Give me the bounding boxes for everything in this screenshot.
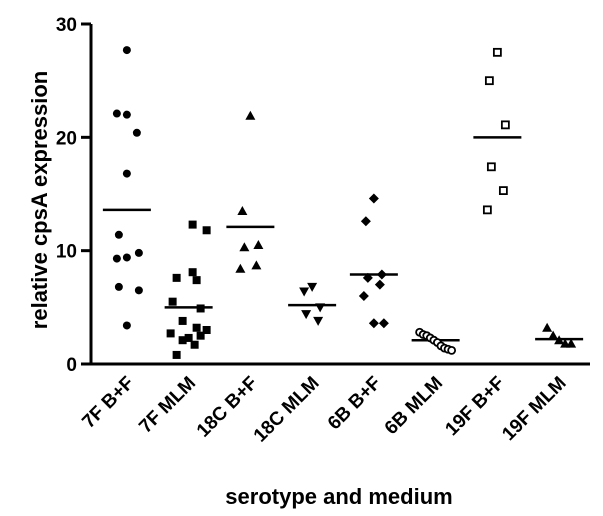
data-point <box>307 282 318 292</box>
category-label: 6B MLM <box>381 373 447 439</box>
data-point <box>114 282 123 291</box>
data-point <box>447 345 457 355</box>
data-point <box>184 333 193 342</box>
data-point <box>172 273 181 282</box>
data-point <box>114 230 123 239</box>
data-point <box>376 269 387 280</box>
x-axis-title: serotype and medium <box>225 484 452 509</box>
data-point <box>192 323 201 332</box>
data-point <box>360 216 371 227</box>
data-point <box>134 286 143 295</box>
data-point <box>554 335 565 345</box>
data-point <box>368 318 379 329</box>
data-point <box>362 272 373 283</box>
data-point <box>548 330 559 340</box>
data-point <box>122 169 131 178</box>
data-points <box>112 46 577 359</box>
data-point <box>112 109 121 118</box>
data-point <box>368 193 379 204</box>
data-point <box>132 128 141 137</box>
data-point <box>566 338 577 348</box>
data-point <box>239 242 250 252</box>
data-point <box>235 263 246 273</box>
data-point <box>192 276 201 285</box>
y-tick-label: 30 <box>56 15 77 36</box>
data-point <box>202 226 211 235</box>
data-point <box>299 287 310 297</box>
data-point <box>374 279 385 290</box>
data-point <box>378 318 389 329</box>
y-tick-label: 10 <box>56 242 77 263</box>
data-point <box>178 316 187 325</box>
data-point <box>112 254 121 263</box>
data-point <box>313 316 324 326</box>
data-point <box>190 340 199 349</box>
data-point <box>301 310 312 320</box>
data-point <box>196 331 205 340</box>
data-point <box>122 253 131 262</box>
y-tick-label: 0 <box>66 355 77 376</box>
data-point <box>166 329 175 338</box>
data-point <box>482 205 492 215</box>
category-label: 6B B+F <box>324 373 386 435</box>
category-label: 7F MLM <box>135 373 200 438</box>
data-point <box>484 76 494 86</box>
data-point <box>500 120 510 130</box>
data-point <box>245 110 256 120</box>
y-ticks: 0 10 20 30 <box>56 15 91 376</box>
data-point <box>498 186 508 196</box>
category-label: 19F MLM <box>498 373 570 445</box>
data-point <box>178 336 187 345</box>
data-point <box>542 322 553 332</box>
data-point <box>202 326 211 334</box>
category-label: 18C MLM <box>250 373 324 447</box>
data-point <box>122 110 131 119</box>
data-point <box>486 162 496 172</box>
data-point <box>358 291 369 301</box>
y-axis-title: relative cpsA expression <box>27 71 52 329</box>
data-point <box>172 350 181 359</box>
data-point <box>253 240 264 249</box>
category-label: 7F B+F <box>78 373 138 433</box>
data-point <box>251 260 262 270</box>
data-point <box>122 321 131 330</box>
y-tick-label: 20 <box>56 128 77 149</box>
axes <box>89 24 590 366</box>
data-point <box>237 206 248 215</box>
data-point <box>492 47 502 57</box>
data-point <box>188 268 197 277</box>
data-point <box>196 304 205 313</box>
mean-lines <box>102 136 584 342</box>
data-point <box>122 46 131 55</box>
data-point <box>168 297 177 306</box>
data-point <box>188 220 197 229</box>
data-point <box>134 248 143 257</box>
data-point <box>315 303 326 313</box>
